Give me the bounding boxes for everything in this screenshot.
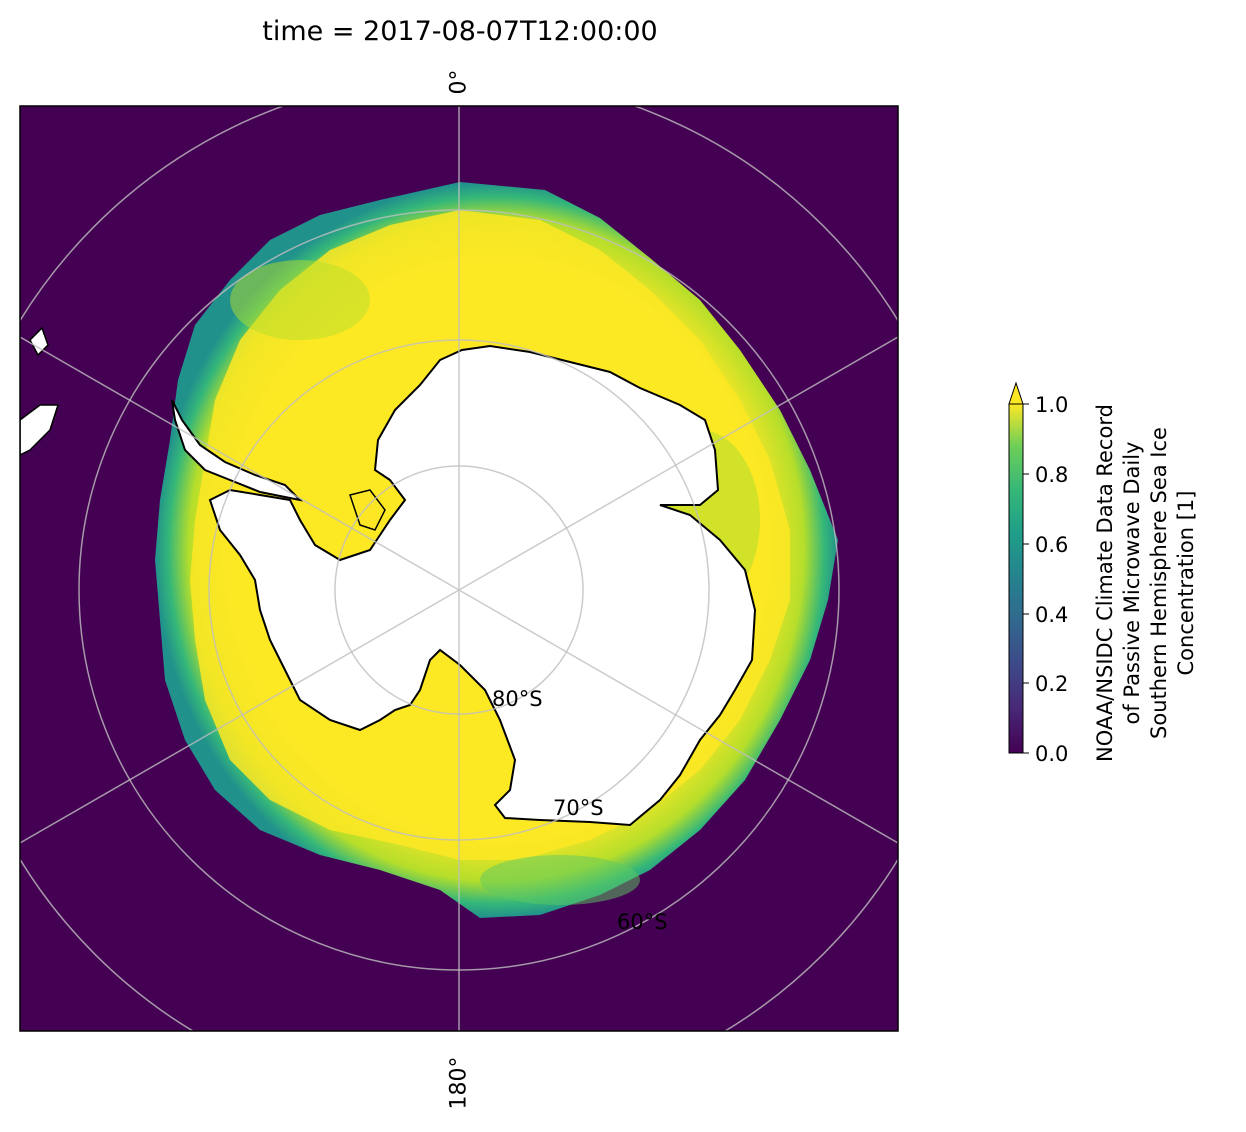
weddell-inlet <box>349 489 386 531</box>
island <box>29 326 49 357</box>
colorbar-label: NOAA/NSIDC Climate Data Record of Passiv… <box>1092 404 1200 762</box>
colorbar-tick-label: 0.2 <box>1035 672 1068 696</box>
colorbar-tick-label: 0.0 <box>1035 742 1068 766</box>
colorbar-tick-label: 0.6 <box>1035 533 1068 557</box>
colorbar-tick-label: 0.8 <box>1035 463 1068 487</box>
colorbar-tick-label: 1.0 <box>1035 393 1068 417</box>
antarctica-land <box>208 344 757 827</box>
antarctic-peninsula <box>171 399 304 502</box>
colorbar-ticks <box>1023 403 1029 754</box>
colorbar: 0.0 0.2 0.4 0.6 0.8 1.0 <box>1008 381 1068 766</box>
colorbar-label-line: NOAA/NSIDC Climate Data Record <box>1093 404 1117 762</box>
latitude-label: 80°S <box>492 687 543 711</box>
colorbar-label-line: Concentration [1] <box>1174 490 1198 676</box>
latitude-label: 60°S <box>617 910 668 934</box>
colorbar-gradient <box>1008 403 1024 754</box>
ice-patch <box>230 260 370 340</box>
longitude-gridlines <box>20 106 898 1031</box>
colorbar-label-line: of Passive Microwave Daily <box>1120 441 1144 725</box>
map-frame <box>19 105 899 1032</box>
latitude-label: 70°S <box>553 796 604 820</box>
map-title: time = 2017-08-07T12:00:00 <box>262 16 658 47</box>
colorbar-label-line: Southern Hemisphere Sea Ice <box>1147 427 1171 739</box>
colorbar-extend-arrow <box>1008 381 1024 405</box>
island <box>20 404 60 456</box>
colorbar-tick-label: 0.4 <box>1035 603 1068 627</box>
ice-patch <box>480 855 640 905</box>
